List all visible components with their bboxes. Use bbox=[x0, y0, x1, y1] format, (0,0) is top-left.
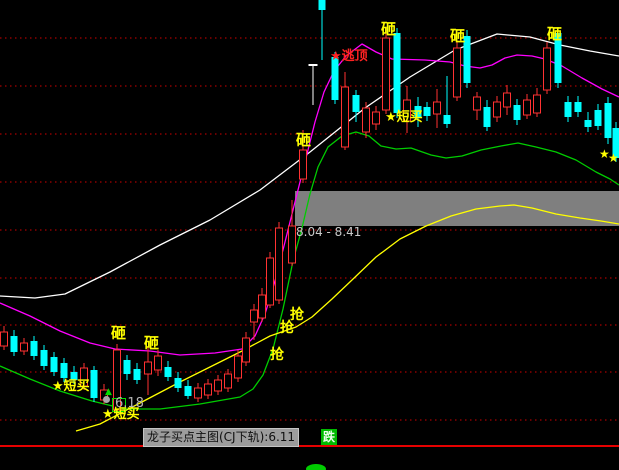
candle-body-down bbox=[352, 95, 360, 112]
candle-body-down bbox=[612, 128, 619, 158]
candle-body-down bbox=[584, 120, 592, 127]
candle-body-up bbox=[503, 92, 511, 108]
candle-body-down bbox=[174, 378, 182, 388]
candle-body-down bbox=[554, 33, 562, 83]
price-zone-box bbox=[295, 191, 619, 226]
candle-body-up bbox=[204, 383, 212, 396]
candle-body-up bbox=[258, 294, 266, 319]
candle-body-down bbox=[133, 369, 141, 380]
candle-body-up bbox=[473, 96, 481, 111]
candle-body-up bbox=[234, 355, 242, 379]
candle-body-down bbox=[393, 33, 401, 113]
candle-body-up bbox=[154, 355, 162, 371]
candle-body-up bbox=[0, 331, 8, 347]
candle-body-down bbox=[513, 105, 521, 120]
candle-body-down bbox=[564, 102, 572, 117]
candle-body-up bbox=[299, 149, 307, 180]
candle-body-up bbox=[266, 257, 274, 306]
candle-body-down bbox=[10, 336, 18, 352]
candle-body-up bbox=[523, 99, 531, 116]
candle-body-down bbox=[423, 107, 431, 116]
candle-body-up bbox=[543, 47, 551, 91]
yellow-band-line bbox=[75, 204, 619, 432]
candle-body-up bbox=[372, 111, 380, 125]
white-ma-line bbox=[0, 33, 619, 299]
candle-body-up bbox=[113, 349, 121, 411]
candle-body-down bbox=[318, 0, 326, 10]
candle-body-down bbox=[70, 372, 78, 380]
candle-body-up bbox=[403, 99, 411, 122]
candle-body-down bbox=[604, 103, 612, 138]
green-band-line bbox=[0, 131, 619, 410]
candle-body-down bbox=[50, 357, 58, 372]
candle-body-down bbox=[414, 106, 422, 118]
candle-body-down bbox=[483, 107, 491, 127]
fall-badge: 跌 bbox=[321, 429, 338, 445]
candle-body-up bbox=[20, 342, 28, 352]
candle-body-up bbox=[250, 309, 258, 323]
candle-body-down bbox=[40, 350, 48, 366]
candle-body-up bbox=[341, 86, 349, 148]
candle-body-up bbox=[533, 94, 541, 114]
candle-body-up bbox=[80, 367, 88, 387]
candle-body-up bbox=[100, 389, 108, 401]
candle-body-up bbox=[453, 47, 461, 98]
candle-body-up bbox=[214, 379, 222, 392]
candle-body-down bbox=[164, 367, 172, 377]
candle-body-up bbox=[275, 227, 283, 301]
candle-body-up bbox=[288, 225, 296, 264]
candle-body-down bbox=[30, 341, 38, 356]
candle-body-down bbox=[574, 102, 582, 112]
candle-body-up bbox=[242, 337, 250, 363]
candle-body-up bbox=[362, 107, 370, 133]
candle-body-up bbox=[382, 37, 390, 111]
candle-body-down bbox=[594, 110, 602, 126]
candle-body-down bbox=[60, 363, 68, 378]
green-blob bbox=[306, 464, 326, 470]
candle-body-up bbox=[433, 101, 441, 115]
indicator-tooltip: 龙子买点主图(CJ下轨):6.11 bbox=[143, 428, 300, 447]
candle-body-up bbox=[194, 387, 202, 399]
candle-body-up bbox=[224, 373, 232, 389]
candle-body-up bbox=[144, 361, 152, 375]
candle-body-down bbox=[184, 386, 192, 396]
candle-body-down bbox=[123, 360, 131, 374]
candle-body-down bbox=[443, 115, 451, 124]
candle-body-down bbox=[90, 370, 98, 398]
candle-body-down bbox=[463, 36, 471, 83]
candle-body-down bbox=[331, 57, 339, 100]
candle-body-up bbox=[493, 101, 501, 118]
